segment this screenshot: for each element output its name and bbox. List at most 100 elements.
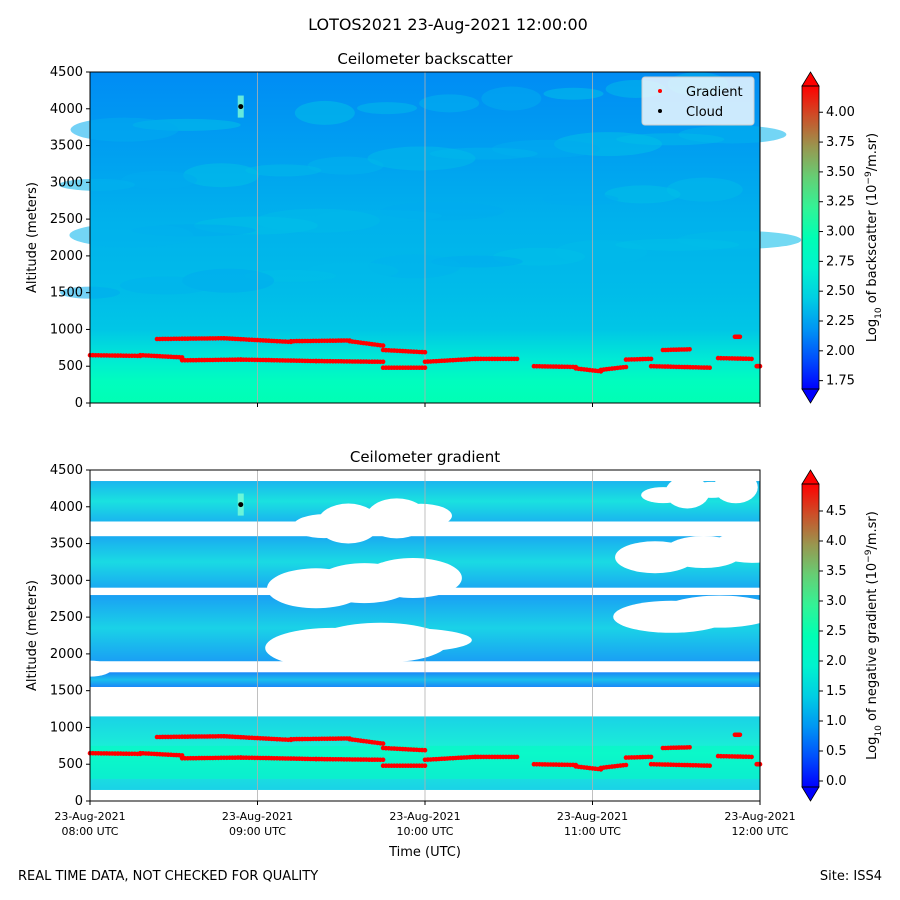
colorbar-label-sub: 10 <box>874 725 884 737</box>
y-tick-label: 1000 <box>50 720 83 735</box>
colorbar-tick-label: 0.5 <box>826 744 847 759</box>
x-tick-label-time: 11:00 UTC <box>564 825 621 838</box>
gradient-marker <box>737 334 743 340</box>
backscatter-patch <box>70 117 179 142</box>
backscatter-panel: Ceilometer backscatter 0 500 1000 1500 2000 25… <box>25 50 884 411</box>
gradient-marker <box>380 359 386 365</box>
gradient-marker <box>514 356 520 362</box>
y-axis-label: Altitude (meters) <box>25 182 40 293</box>
legend-cloud-marker <box>658 109 662 113</box>
legend-cloud-label: Cloud <box>686 105 723 120</box>
y-tick-label: 4000 <box>50 102 83 117</box>
colorbar-label-sup: −9 <box>864 171 874 185</box>
y-tick-label: 500 <box>58 359 83 374</box>
colorbar-tick-label: 3.50 <box>826 165 855 180</box>
y-tick-label: 4500 <box>50 463 83 478</box>
y-tick-label: 1000 <box>50 322 83 337</box>
colorbar-tick-label: 4.00 <box>826 105 855 120</box>
y-tick-label: 2500 <box>50 610 83 625</box>
gradient-marker <box>687 745 692 750</box>
backscatter-patch <box>58 178 135 191</box>
colorbar-label-part: /m.sr) <box>865 133 880 171</box>
colorbar-tick-label: 2.5 <box>826 624 847 639</box>
colorbar-tick-label: 3.00 <box>826 225 855 240</box>
y-tick-label: 4500 <box>50 65 83 80</box>
gradient-marker <box>687 347 692 352</box>
panel-title: Ceilometer gradient <box>350 448 500 466</box>
quality-disclaimer: REAL TIME DATA, NOT CHECKED FOR QUALITY <box>18 869 319 884</box>
y-tick-label: 2000 <box>50 647 83 662</box>
backscatter-patch <box>121 171 198 190</box>
x-tick-label-date: 23-Aug-2021 <box>222 810 293 823</box>
x-tick-label-time: 12:00 UTC <box>731 825 788 838</box>
backscatter-patch <box>542 193 619 206</box>
y-tick-label: 3000 <box>50 573 83 588</box>
gradient-marker <box>422 763 428 768</box>
legend-gradient-marker <box>658 89 662 93</box>
backscatter-patch <box>419 94 480 113</box>
colorbar-tick-label: 2.00 <box>826 344 855 359</box>
gradient-gap <box>293 514 356 539</box>
gradient-marker <box>514 754 520 760</box>
colorbar-tick-label: 2.25 <box>826 314 855 329</box>
site-label: Site: ISS4 <box>819 869 882 884</box>
colorbar-label-part: /m.sr) <box>865 511 880 549</box>
y-tick-label: 1500 <box>50 286 83 301</box>
backscatter-patch <box>543 87 604 100</box>
gradient-panel: Ceilometer gradient 0 500 1000 1500 2000 2500 3… <box>25 448 884 860</box>
gradient-marker <box>648 754 654 760</box>
backscatter-patch <box>481 86 542 111</box>
colorbar-label: Log10 of backscatter (10−9/m.sr) <box>864 133 884 342</box>
backscatter-patch <box>357 102 418 115</box>
gradient-marker <box>422 365 428 371</box>
colorbar-tick-label: 2.75 <box>826 254 855 269</box>
colorbar-label-part: Log <box>865 737 880 760</box>
colorbar-min-arrow <box>801 388 820 404</box>
backscatter-patch <box>245 164 322 177</box>
colorbar-min-arrow <box>801 786 820 802</box>
backscatter-patch <box>604 185 681 204</box>
y-tick-label: 0 <box>75 794 83 809</box>
backscatter-patch <box>307 156 384 175</box>
panel-title: Ceilometer backscatter <box>337 50 513 68</box>
backscatter-patch <box>69 223 194 248</box>
gradient-gap <box>265 627 400 668</box>
colorbar-tick-label: 3.75 <box>826 135 855 150</box>
backscatter-patch <box>666 177 743 202</box>
gradient-gap <box>615 541 696 574</box>
colorbar <box>802 86 819 389</box>
y-tick-label: 1500 <box>50 684 83 699</box>
x-tick-label-date: 23-Aug-2021 <box>389 810 460 823</box>
colorbar-tick-label: 1.5 <box>826 684 847 699</box>
y-tick-label: 3500 <box>50 537 83 552</box>
colorbar-tick-label: 3.25 <box>826 195 855 210</box>
gradient-marker <box>623 762 629 768</box>
y-tick-label: 500 <box>58 757 83 772</box>
gradient-marker <box>707 365 712 371</box>
x-tick-label-date: 23-Aug-2021 <box>54 810 125 823</box>
colorbar-tick-label: 4.0 <box>826 534 847 549</box>
colorbar-label-part: Log <box>865 319 880 342</box>
x-tick-label-time: 09:00 UTC <box>229 825 286 838</box>
colorbar-tick-label: 2.0 <box>826 654 847 669</box>
backscatter-patch <box>367 146 476 171</box>
colorbar-tick-label: 2.50 <box>826 284 855 299</box>
colorbar-max-arrow <box>801 469 820 485</box>
gradient-gap <box>641 487 686 504</box>
colorbar <box>802 484 819 787</box>
x-tick-label-date: 23-Aug-2021 <box>724 810 795 823</box>
x-tick-label-date: 23-Aug-2021 <box>557 810 628 823</box>
x-tick-label-time: 08:00 UTC <box>61 825 118 838</box>
gradient-marker <box>707 763 712 768</box>
legend-gradient-label: Gradient <box>686 85 743 100</box>
gradient-marker <box>422 349 428 355</box>
cloud-marker <box>238 104 244 110</box>
gradient-marker <box>737 732 743 738</box>
colorbar-label-sup: −9 <box>864 549 874 563</box>
backscatter-patch <box>294 100 355 125</box>
gradient-marker <box>380 343 386 348</box>
cloud-marker <box>238 502 244 508</box>
backscatter-patch <box>119 276 212 295</box>
gradient-marker <box>749 754 754 760</box>
